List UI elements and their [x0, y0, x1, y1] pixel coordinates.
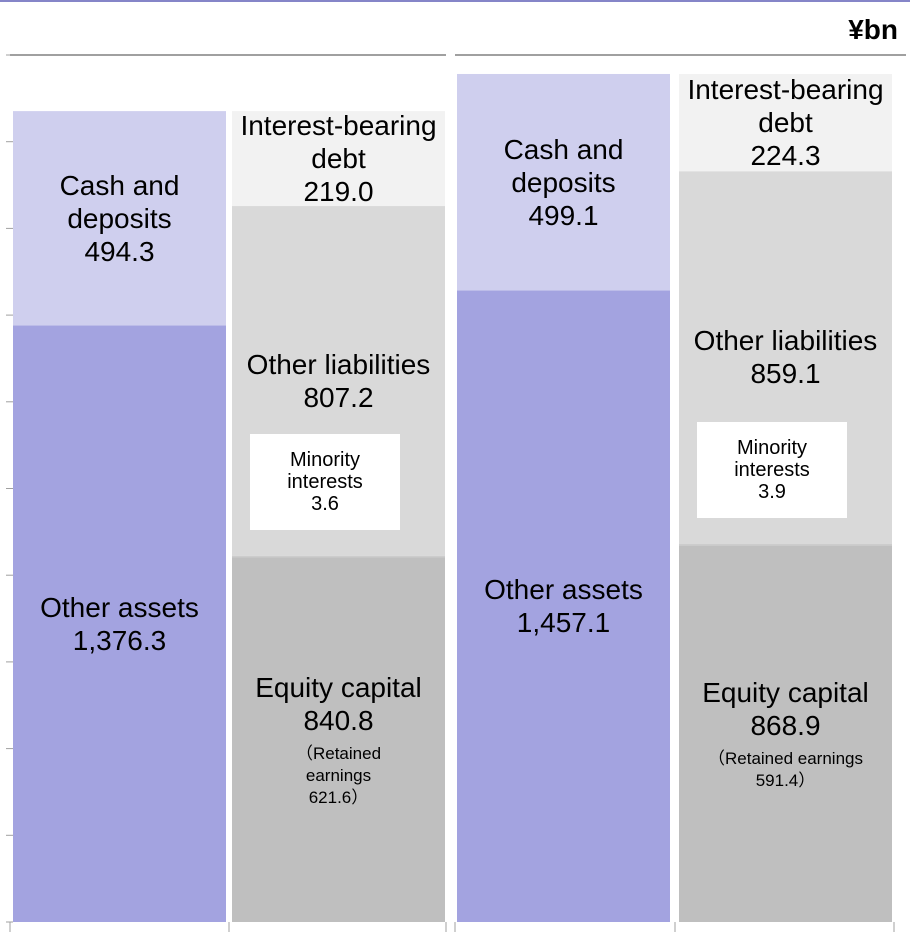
unit-label: ¥bn [848, 14, 898, 45]
segment-name: Other assets [40, 591, 199, 623]
segment-name: Cash and deposits [59, 169, 180, 234]
segment-name: Equity capital [255, 671, 422, 703]
bar-segment [679, 543, 892, 546]
segment-label: Equity capital 868.9 （Retained earnings 59… [646, 545, 910, 922]
segment-name: Other liabilities [246, 348, 431, 380]
segment-label: Other liabilities 859.1 [646, 171, 910, 543]
segment-label: Other assets 1,457.1 [424, 290, 704, 922]
callout-name: Minority interests [287, 448, 363, 493]
segment-label: Equity capital 840.8 （Retained earnings 62… [199, 558, 479, 922]
bar-segment [232, 557, 445, 922]
segment-value: 219.0 [303, 176, 374, 208]
segment-name: Equity capital [702, 676, 869, 708]
segment-note: （Retained earnings 621.6） [295, 743, 382, 807]
segment-value: 868.9 [750, 709, 821, 741]
bar-segment [13, 325, 226, 922]
callout-name: Minority interests [734, 436, 810, 481]
segment-value: 859.1 [750, 358, 821, 390]
bar-segment [679, 545, 892, 922]
segment-name: Interest-bearing debt [240, 110, 437, 175]
bar-segment [13, 111, 226, 326]
bar-segment [457, 290, 670, 922]
segment-label: Cash and deposits 499.1 [424, 74, 704, 290]
segment-label: Interest-bearing debt 224.3 [646, 74, 910, 171]
bar-segment [457, 73, 670, 291]
bar-segment [232, 111, 445, 207]
segment-name: Other liabilities [693, 325, 878, 357]
bar-segment [679, 73, 892, 172]
segment-value: 499.1 [528, 199, 599, 231]
segment-name: Cash and deposits [503, 133, 624, 198]
segment-name: Interest-bearing debt [687, 74, 884, 139]
segment-label: Other assets 1,376.3 [0, 325, 260, 922]
segment-value: 807.2 [303, 381, 374, 413]
segment-label: Interest-bearing debt 219.0 [199, 110, 479, 208]
segment-value: 224.3 [750, 140, 821, 172]
callout: Minority interests 3.9 [697, 421, 847, 518]
segment-value: 1,457.1 [516, 607, 611, 639]
segment-label: Other liabilities 807.2 [199, 206, 479, 556]
segment-value: 840.8 [303, 704, 374, 736]
bar-segment [232, 555, 445, 558]
callout-value: 3.6 [311, 492, 339, 515]
callout: Minority interests 3.6 [250, 433, 400, 530]
segment-label: Cash and deposits 494.3 [0, 111, 260, 325]
segment-value: 494.3 [84, 235, 155, 267]
segment-value: 1,376.3 [72, 624, 167, 656]
segment-note: （Retained earnings 591.4） [708, 748, 863, 790]
segment-name: Other assets [484, 574, 643, 606]
callout-value: 3.9 [758, 480, 786, 503]
